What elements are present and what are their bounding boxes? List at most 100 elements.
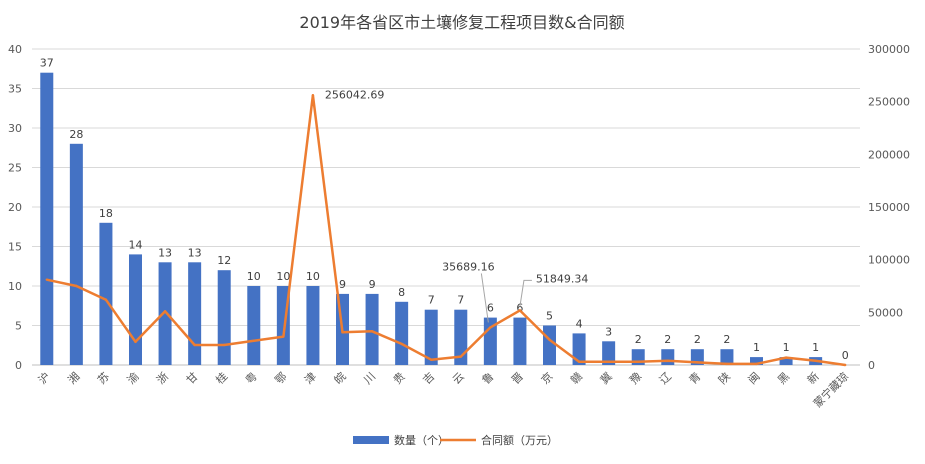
line-point [252,339,255,342]
bar [572,333,586,365]
line-point-label: 35689.16 [442,260,495,273]
bar-value-label: 10 [276,270,290,283]
line-point [341,331,344,334]
bar [661,349,675,365]
left-tick-label: 30 [8,122,22,135]
bar [306,286,320,365]
line-point [784,356,788,359]
left-tick-label: 5 [15,320,22,333]
legend-line-label: 合同额（万元） [481,433,558,447]
bar [395,301,409,365]
bar-value-label: 2 [694,333,701,346]
left-tick-label: 35 [8,83,22,96]
bar [158,262,172,365]
line-point [814,359,817,362]
bar-value-label: 7 [428,294,435,307]
line-point [637,360,640,364]
line-point [223,343,226,347]
left-tick-label: 15 [8,241,22,254]
bar [40,72,54,365]
right-tick-label: 250000 [868,96,910,109]
right-tick-label: 150000 [868,201,910,214]
line-label-leader [519,279,532,307]
legend-bar-swatch [353,436,389,444]
line-point [45,278,48,281]
bar-value-label: 4 [576,317,583,330]
bar [247,286,261,365]
bar [513,317,527,365]
right-tick-label: 100000 [868,254,910,267]
bar-value-label: 1 [753,341,760,354]
bar [779,357,793,365]
bar [365,293,379,365]
bar-value-label: 8 [398,286,405,299]
line-point-label: 256042.69 [325,88,385,101]
bar-value-label: 2 [635,333,642,346]
bar [99,222,113,365]
bar [454,309,468,365]
left-tick-label: 0 [15,359,22,372]
bar-value-label: 13 [188,246,202,259]
line-point [400,342,403,346]
right-tick-label: 50000 [868,306,903,319]
left-axis-ticks: 0 5 10 15 20 25 30 35 40 [8,43,22,372]
bar-value-label: 7 [457,294,464,307]
bar-value-label: 3 [605,325,612,338]
line-point [430,358,433,361]
bar [188,262,202,365]
line-point [75,284,78,288]
bar [543,325,556,365]
legend: 数量（个） 合同额（万元） [353,433,558,447]
line-point [489,326,492,329]
bar-value-label: 5 [546,310,553,323]
bar-value-label: 9 [369,278,376,291]
chart-title: 2019年各省区市土壤修复工程项目数&合同额 [299,13,624,32]
bar [69,143,83,365]
line-point [725,362,729,366]
line-point [696,361,699,364]
bar-value-label: 9 [339,278,346,291]
bar-value-label: 2 [664,333,671,346]
line-point [311,94,315,97]
line-point [755,362,758,366]
line-point [607,360,610,364]
left-tick-label: 10 [8,280,22,293]
line-point [370,330,374,333]
line-series [45,94,847,367]
line-point [134,340,137,344]
line-point [844,363,847,367]
left-tick-label: 25 [8,162,22,175]
bar-value-label: 13 [158,246,172,259]
bar-value-label: 18 [99,207,113,220]
bar [424,309,438,365]
line-point [666,359,669,362]
bar-value-label: 10 [306,270,320,283]
bar-value-label: 1 [783,341,790,354]
left-tick-label: 20 [8,201,22,214]
line-path [46,94,846,367]
bar-value-label: 1 [812,341,819,354]
line-point [282,335,285,338]
bar-value-label: 14 [129,238,143,251]
line-point [104,298,108,301]
line-point [577,360,581,364]
line-point [193,343,196,347]
bar-value-label: 0 [842,349,849,362]
left-tick-label: 40 [8,43,22,56]
line-point [548,338,551,341]
bar-value-label: 2 [723,333,730,346]
line-point-label: 51849.34 [536,272,589,285]
line-label-leader [480,273,489,323]
right-tick-label: 300000 [868,43,910,56]
bar-value-label: 10 [247,270,261,283]
legend-bar-label: 数量（个） [394,434,449,447]
bar [129,254,142,365]
line-point [163,310,167,313]
bar-value-label: 28 [69,128,83,141]
bar-value-label: 12 [217,254,231,267]
bar [720,349,734,365]
